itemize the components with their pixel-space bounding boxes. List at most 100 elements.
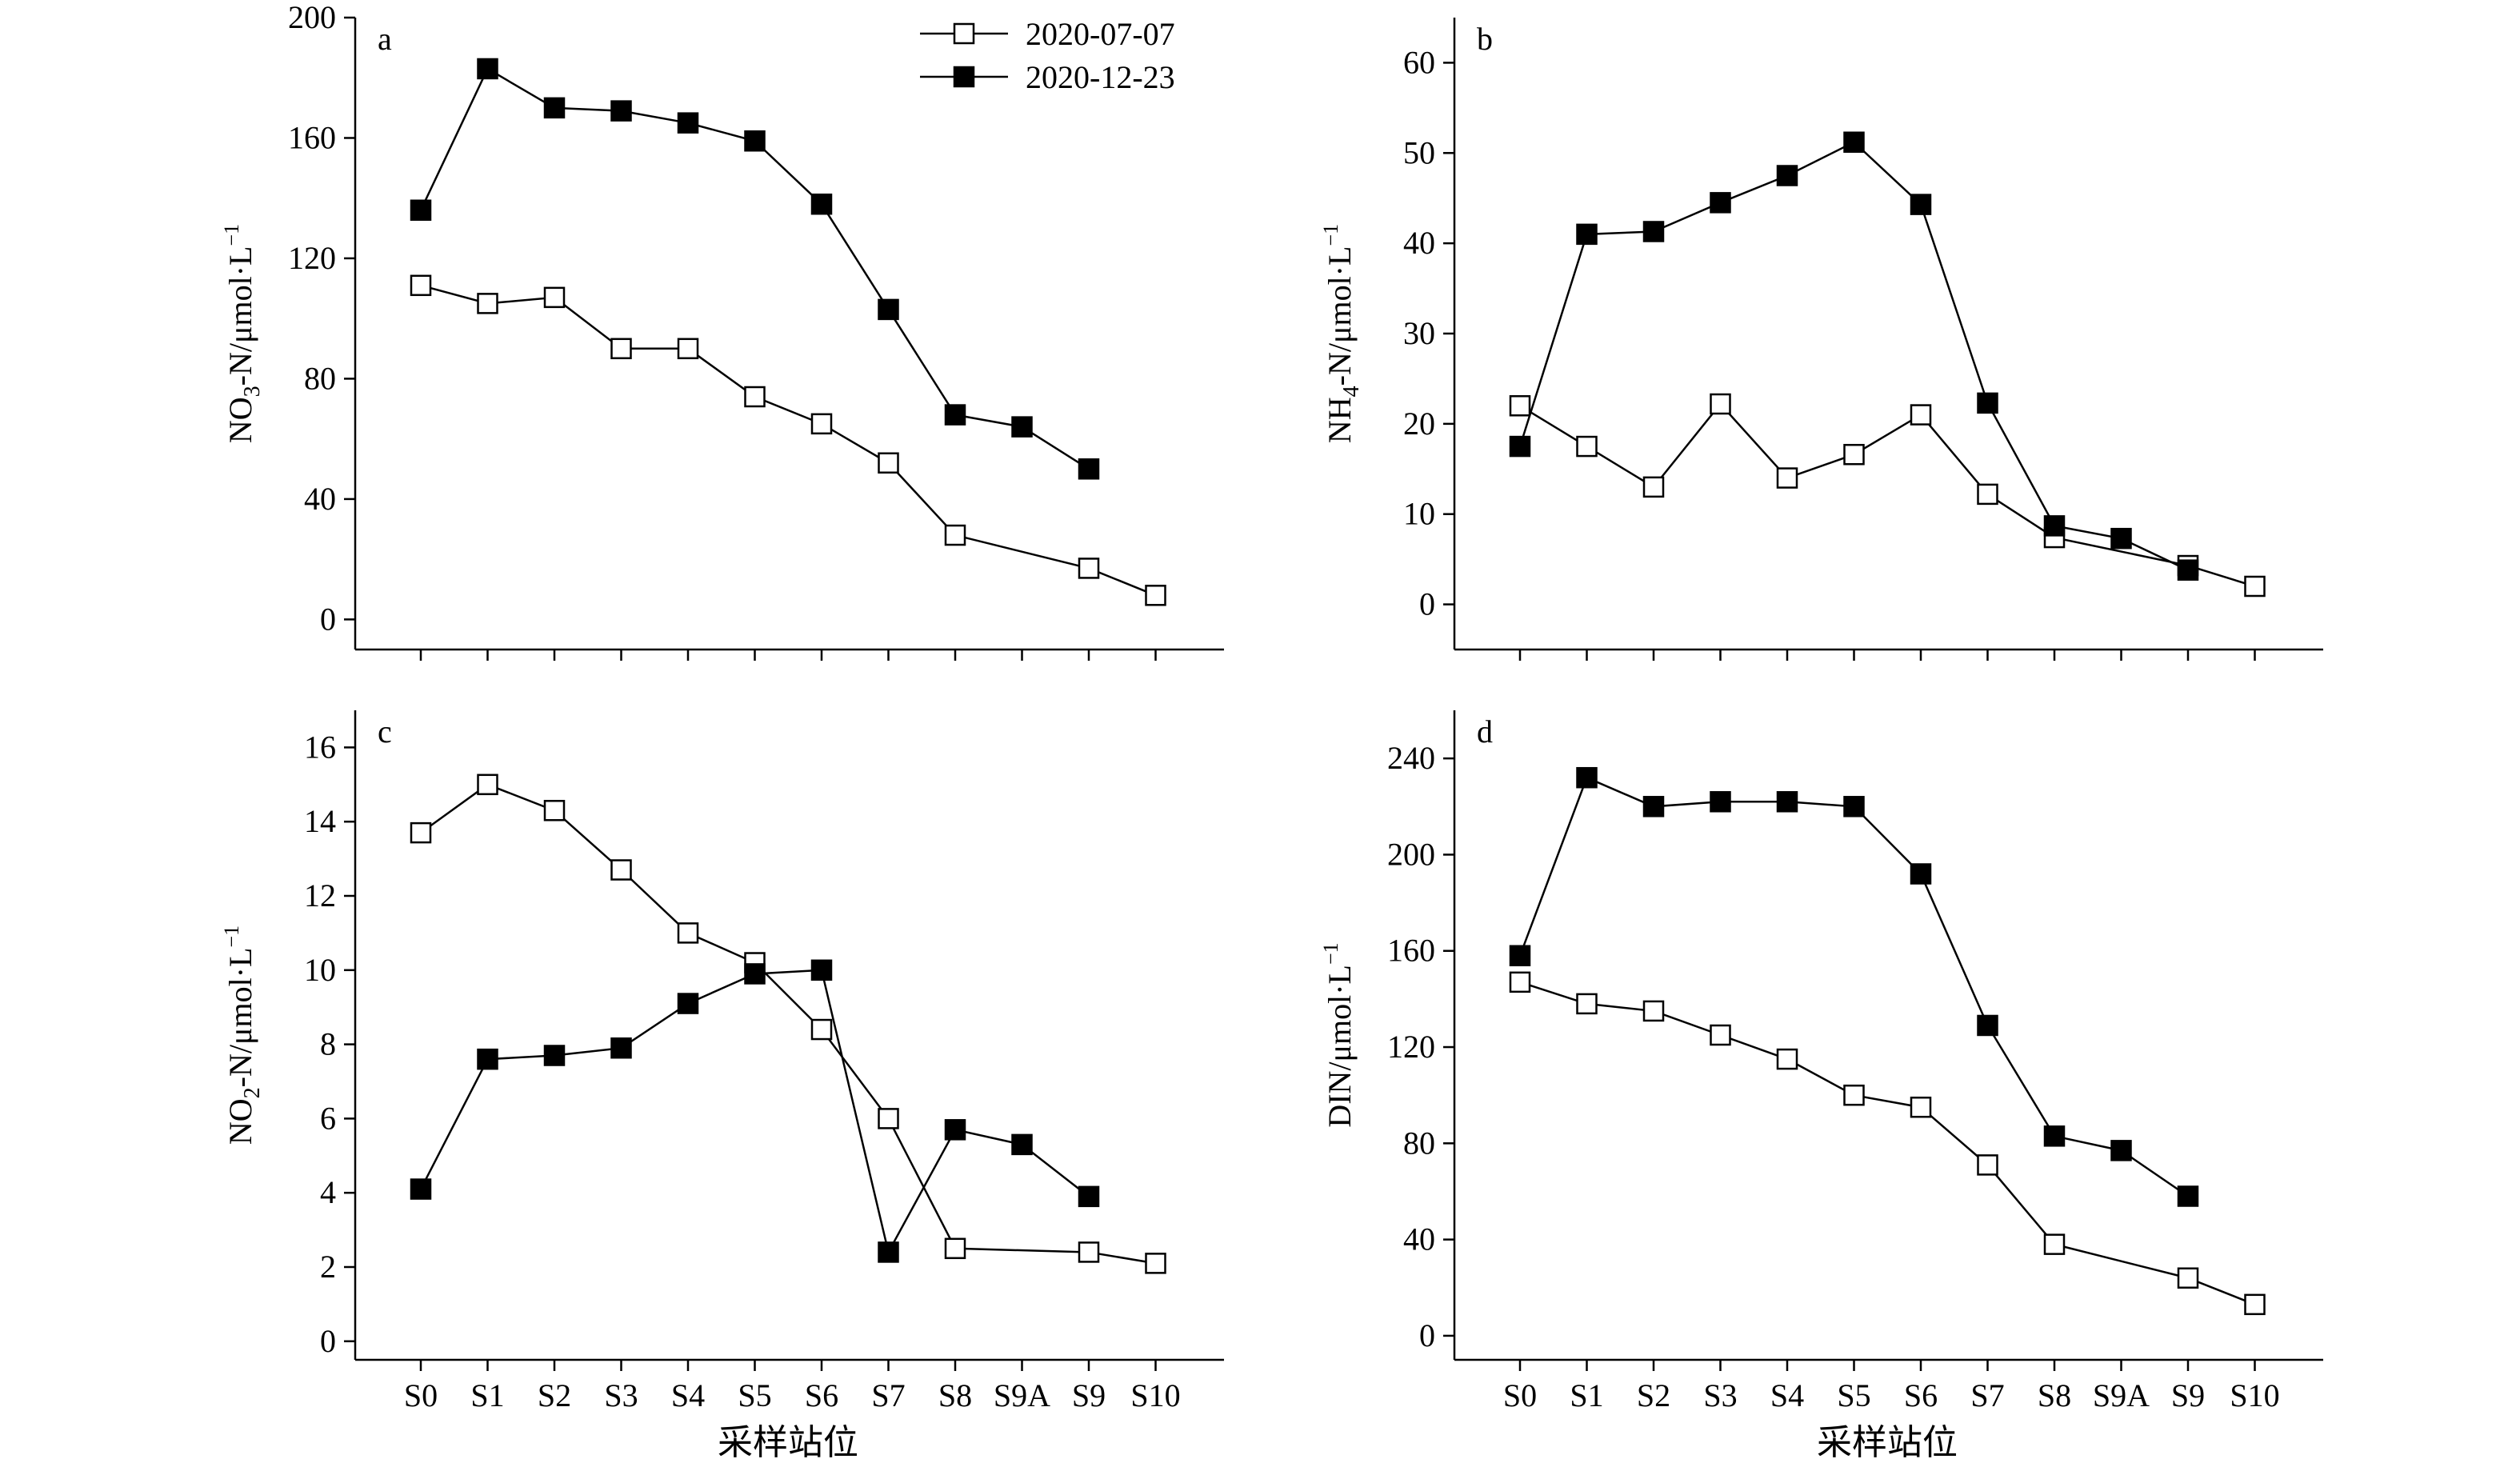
data-point bbox=[610, 859, 632, 881]
data-point bbox=[1910, 404, 1932, 426]
data-point bbox=[2043, 1233, 2066, 1255]
data-point bbox=[810, 413, 833, 435]
data-point bbox=[1776, 1048, 1798, 1070]
series-2020-07-07 bbox=[1509, 393, 2266, 598]
data-point bbox=[1642, 1000, 1665, 1022]
panel-b: 0 10 20 30 40 50 60 b NH4-N/μmol·L−1 bbox=[1319, 18, 2323, 661]
data-point bbox=[1776, 791, 1798, 813]
y-tick-label: 10 bbox=[304, 952, 336, 988]
y-tick-label: 160 bbox=[1387, 933, 1435, 969]
data-point bbox=[1910, 194, 1932, 215]
legend: 2020-07-07 2020-12-23 bbox=[920, 16, 1175, 95]
y-tick-label: 120 bbox=[288, 240, 336, 276]
y-tick-label: 40 bbox=[304, 481, 336, 517]
data-point bbox=[2244, 1293, 2266, 1316]
data-point bbox=[677, 993, 699, 1014]
y-tick-label: 0 bbox=[1419, 586, 1435, 622]
data-point bbox=[1078, 1241, 1100, 1263]
x-tick-label: S6 bbox=[805, 1377, 838, 1413]
data-point bbox=[1710, 1024, 1731, 1046]
data-point bbox=[1011, 1133, 1033, 1156]
y-tick-label: 2 bbox=[320, 1249, 336, 1285]
data-point bbox=[410, 199, 432, 222]
data-point bbox=[1642, 221, 1665, 242]
y-tick-label: 10 bbox=[1403, 496, 1435, 532]
data-point bbox=[1145, 1253, 1166, 1274]
data-point bbox=[610, 100, 632, 122]
y-tick-label: 16 bbox=[304, 729, 336, 765]
data-point bbox=[677, 922, 699, 944]
data-point bbox=[2177, 1267, 2199, 1289]
series-line bbox=[1518, 141, 2189, 571]
legend-marker bbox=[953, 66, 975, 88]
data-point bbox=[1843, 443, 1865, 466]
y-tick-label: 0 bbox=[1419, 1317, 1435, 1353]
x-tick-label: S9 bbox=[2171, 1377, 2205, 1413]
data-point bbox=[543, 286, 566, 309]
data-point bbox=[1078, 458, 1100, 480]
data-point bbox=[610, 338, 632, 360]
data-point bbox=[677, 338, 699, 360]
data-point bbox=[1576, 766, 1598, 789]
data-point bbox=[477, 293, 498, 314]
data-point bbox=[1642, 476, 1665, 498]
data-point bbox=[410, 821, 432, 844]
data-point bbox=[944, 404, 966, 426]
y-axis-title: NO3-N/μmol·L−1 bbox=[220, 224, 265, 443]
data-point bbox=[1977, 392, 1998, 414]
x-axis-title: 采样站位 bbox=[718, 1422, 858, 1463]
data-point bbox=[1843, 1084, 1865, 1106]
x-tick-label: S9A bbox=[2093, 1377, 2150, 1413]
x-tick-label: S8 bbox=[938, 1377, 972, 1413]
data-point bbox=[1776, 467, 1798, 489]
panel-d: 0 40 80 120 160 200 240 S0 S1 S2 S3 S4 S5 S6 S7 S8 S9A S9… bbox=[1319, 710, 2323, 1463]
x-tick-label: S0 bbox=[1503, 1377, 1537, 1413]
y-tick-label: 12 bbox=[304, 877, 336, 913]
series-2020-12-23 bbox=[410, 58, 1100, 480]
data-point bbox=[1710, 791, 1731, 813]
data-point bbox=[477, 1048, 498, 1070]
y-tick-label: 80 bbox=[304, 360, 336, 396]
x-tick-label: S5 bbox=[738, 1377, 771, 1413]
data-point bbox=[2110, 527, 2132, 550]
series-line bbox=[419, 969, 1090, 1255]
data-point bbox=[610, 1037, 632, 1059]
series-2020-12-23 bbox=[1509, 766, 2199, 1207]
data-point bbox=[878, 452, 899, 474]
x-tick-label: S3 bbox=[604, 1377, 638, 1413]
x-tick-label: S0 bbox=[404, 1377, 438, 1413]
panel-letter: d bbox=[1477, 714, 1493, 749]
series-2020-07-07 bbox=[1509, 971, 2266, 1316]
data-point bbox=[2244, 575, 2266, 598]
data-point bbox=[477, 773, 498, 796]
data-point bbox=[1910, 863, 1932, 885]
data-point bbox=[1910, 1096, 1932, 1118]
data-point bbox=[1145, 585, 1166, 606]
data-point bbox=[410, 274, 432, 297]
series-line bbox=[419, 67, 1090, 470]
y-tick-label: 50 bbox=[1403, 134, 1435, 170]
y-tick-label: 160 bbox=[288, 119, 336, 155]
y-tick-label: 0 bbox=[320, 1323, 336, 1359]
data-point bbox=[1977, 1014, 1998, 1037]
series-line bbox=[1519, 981, 2255, 1305]
data-point bbox=[2043, 1125, 2066, 1147]
series-line bbox=[420, 783, 1156, 1265]
x-tick-label: S2 bbox=[538, 1377, 571, 1413]
y-tick-label: 120 bbox=[1387, 1029, 1435, 1065]
data-point bbox=[744, 386, 766, 408]
y-tick-label: 20 bbox=[1403, 406, 1435, 442]
data-point bbox=[1509, 945, 1531, 967]
y-axis-title: DIN/μmol·L−1 bbox=[1319, 942, 1358, 1127]
series-2020-07-07 bbox=[410, 274, 1166, 606]
y-tick-label: 60 bbox=[1403, 44, 1435, 80]
x-tick-label: S3 bbox=[1703, 1377, 1737, 1413]
panel-letter: a bbox=[378, 21, 392, 57]
series-2020-07-07 bbox=[410, 773, 1166, 1274]
data-point bbox=[1011, 416, 1033, 438]
data-point bbox=[1509, 435, 1531, 458]
series-line bbox=[1518, 776, 2189, 1197]
data-point bbox=[878, 1108, 899, 1129]
y-axis-title: NH4-N/μmol·L−1 bbox=[1319, 224, 1364, 443]
